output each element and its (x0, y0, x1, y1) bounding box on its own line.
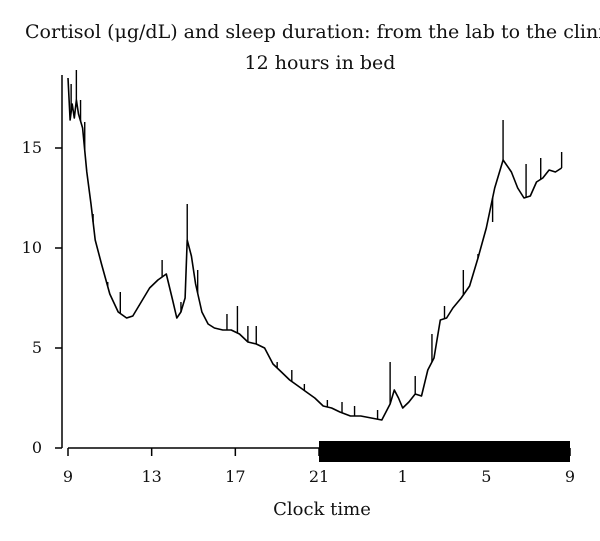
series-layer (68, 78, 562, 420)
chart-subtitle: 12 hours in bed (245, 52, 396, 74)
x-tick-label: 17 (225, 467, 245, 486)
x-tick-label: 5 (481, 467, 491, 486)
y-tick-label: 0 (32, 438, 42, 457)
error-bars (71, 70, 561, 419)
x-tick-label: 21 (309, 467, 329, 486)
cortisol-series-line (68, 78, 562, 420)
x-tick-label: 1 (398, 467, 408, 486)
y-tick-label: 5 (32, 338, 42, 357)
y-tick-label: 10 (22, 238, 42, 257)
x-axis-label: Clock time (273, 499, 371, 520)
sleep-period-bar (319, 441, 570, 462)
chart-title: Cortisol (μg/dL) and sleep duration: fro… (25, 21, 600, 43)
y-tick-label: 15 (22, 138, 42, 157)
x-tick-label: 9 (63, 467, 73, 486)
x-tick-label: 13 (141, 467, 161, 486)
sleep-period-layer (319, 441, 570, 462)
x-tick-label: 9 (565, 467, 575, 486)
